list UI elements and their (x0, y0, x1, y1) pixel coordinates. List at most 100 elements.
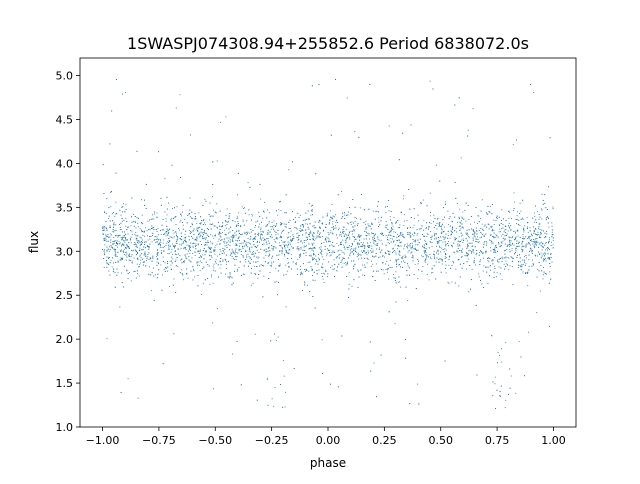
data-point (529, 227, 531, 229)
data-point (127, 226, 129, 228)
data-point (267, 238, 269, 240)
data-point (238, 267, 240, 269)
data-point (445, 272, 447, 274)
data-point (399, 233, 401, 235)
data-point (478, 241, 480, 243)
data-point (141, 242, 143, 244)
data-point (294, 263, 296, 265)
data-point (390, 227, 392, 229)
data-point (509, 244, 511, 246)
data-point (409, 403, 411, 405)
data-point (139, 249, 141, 251)
data-point (237, 194, 239, 196)
data-point (322, 276, 324, 277)
data-point (525, 263, 527, 265)
data-point (482, 252, 484, 254)
data-point (523, 259, 525, 261)
data-point (313, 247, 315, 248)
data-point (145, 256, 147, 258)
data-point (488, 211, 490, 213)
data-point (376, 245, 378, 246)
data-point (461, 256, 463, 257)
data-point (168, 248, 170, 250)
data-point (212, 282, 214, 284)
data-point (364, 246, 366, 248)
data-point (104, 212, 106, 214)
data-point (206, 244, 208, 246)
data-point (166, 214, 168, 216)
data-point (415, 249, 417, 251)
data-point (335, 227, 337, 229)
data-point (210, 251, 212, 253)
data-point (444, 248, 446, 250)
data-point (221, 239, 223, 241)
data-point (201, 237, 203, 239)
data-point (160, 264, 162, 266)
data-point (255, 261, 257, 263)
data-point (268, 246, 270, 248)
data-point (108, 236, 110, 238)
data-point (378, 270, 380, 272)
data-point (536, 241, 537, 243)
data-point (348, 233, 350, 235)
data-point (198, 257, 200, 259)
data-point (327, 237, 329, 239)
data-point (413, 274, 415, 276)
data-point (329, 232, 331, 234)
data-point (228, 228, 230, 230)
data-point (501, 242, 503, 244)
data-point (235, 251, 237, 253)
data-point (461, 267, 463, 269)
data-point (523, 229, 525, 230)
data-point (317, 257, 319, 259)
data-point (258, 274, 260, 276)
data-point (369, 242, 371, 244)
data-point (196, 264, 198, 266)
data-point (187, 215, 189, 216)
data-point (153, 300, 155, 301)
data-point (149, 219, 150, 221)
data-point (548, 325, 550, 327)
data-point (341, 266, 343, 268)
data-point (155, 229, 157, 231)
data-point (357, 270, 359, 272)
data-point (431, 267, 433, 269)
data-point (171, 248, 173, 250)
data-point (322, 278, 324, 280)
data-point (484, 224, 486, 226)
data-point (423, 250, 425, 252)
data-point (220, 257, 222, 259)
data-point (380, 239, 382, 241)
data-point (460, 235, 462, 237)
data-point (204, 222, 206, 224)
data-point (156, 256, 157, 258)
data-point (117, 236, 119, 238)
data-point (213, 263, 215, 265)
data-point (174, 216, 176, 218)
data-point (363, 222, 365, 224)
data-point (386, 236, 388, 238)
data-point (198, 261, 200, 263)
data-point (334, 251, 336, 253)
data-point (321, 266, 323, 268)
data-point (340, 249, 342, 251)
data-point (307, 218, 309, 220)
data-point (225, 214, 227, 216)
data-point (160, 241, 162, 243)
data-point (267, 232, 269, 234)
data-point (190, 246, 192, 248)
data-point (458, 216, 460, 218)
data-point (528, 238, 530, 240)
data-point (341, 259, 343, 261)
data-point (480, 250, 481, 252)
data-point (174, 250, 176, 252)
data-point (500, 348, 502, 350)
data-point (281, 252, 283, 254)
data-point (536, 234, 538, 236)
data-point (119, 226, 121, 228)
data-point (360, 234, 362, 236)
data-point (320, 248, 321, 250)
data-point (120, 249, 122, 251)
data-point (126, 244, 128, 245)
data-point (183, 242, 184, 244)
